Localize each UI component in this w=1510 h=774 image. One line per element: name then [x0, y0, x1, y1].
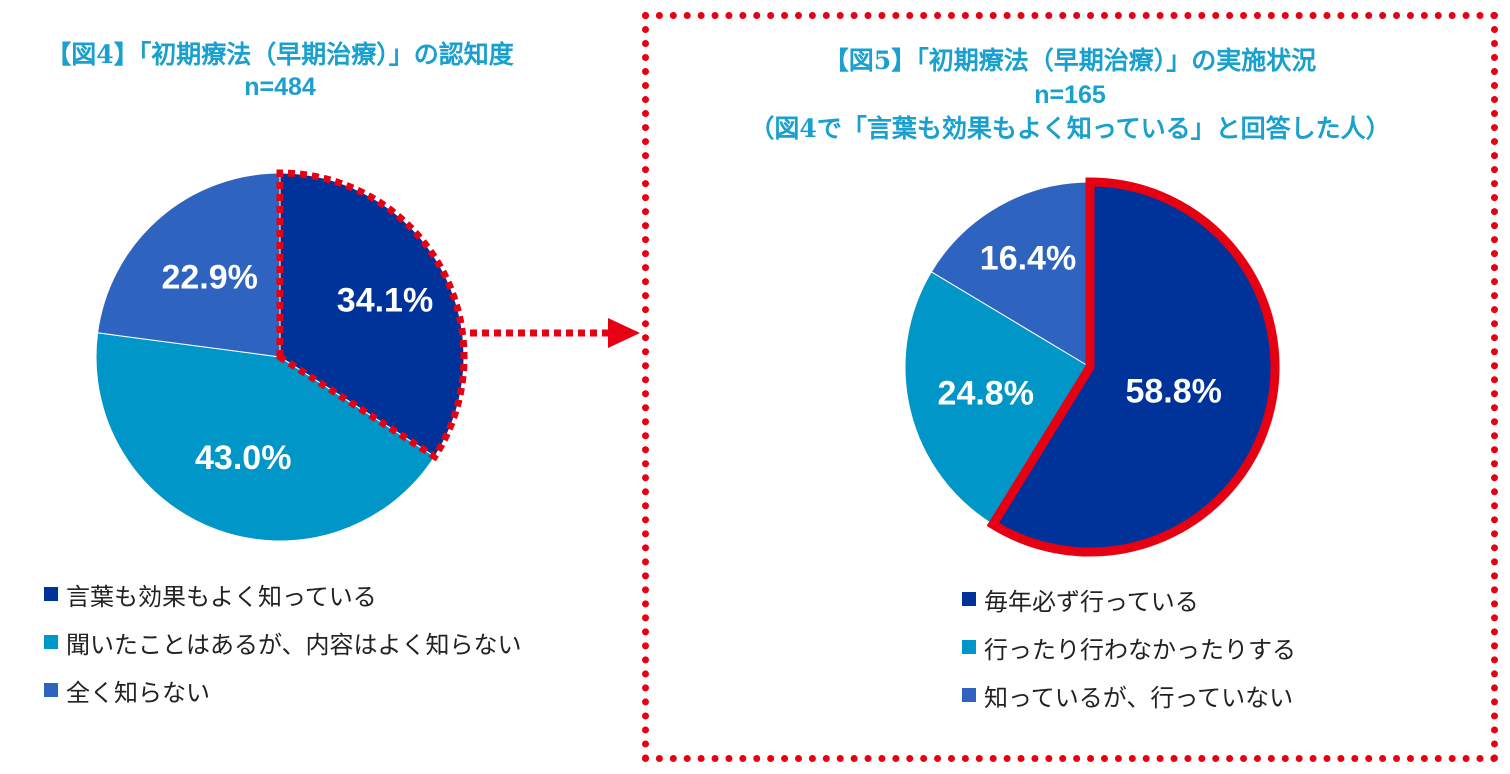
legend-swatch-dark-blue	[962, 592, 976, 606]
fig4-slice-label: 43.0%	[195, 439, 291, 477]
legend-item: 知っているが、行っていない	[962, 671, 1296, 719]
legend-swatch-dark-blue	[44, 587, 58, 601]
fig5-slice-highlight	[986, 177, 1280, 557]
legend-label: 聞いたことはあるが、内容はよく知らない	[66, 630, 522, 659]
fig5-title: 【図5】「初期療法（早期治療）」の実施状況	[823, 46, 1317, 75]
legend-item: 行ったり行わなかったりする	[962, 623, 1296, 671]
fig4-title-block: 【図4】「初期療法（早期治療）」の認知度 n=484	[10, 38, 550, 104]
legend-swatch-cyan	[962, 640, 976, 654]
legend-item: 全く知らない	[44, 666, 522, 714]
fig5-slice-label: 24.8%	[938, 374, 1034, 412]
legend-label: 言葉も効果もよく知っている	[66, 582, 377, 611]
fig4-slice-label: 34.1%	[337, 282, 433, 320]
legend-item: 言葉も効果もよく知っている	[44, 570, 522, 618]
legend-swatch-mid-blue	[44, 683, 58, 697]
fig5-slice-3	[930, 181, 1091, 368]
fig5-slice-label: 58.8%	[1125, 373, 1221, 411]
legend-swatch-mid-blue	[962, 688, 976, 702]
fig5-note: （図4で「言葉も効果もよく知っている」と回答した人）	[749, 114, 1391, 143]
fig4-slice-highlight	[276, 169, 468, 462]
legend-label: 行ったり行わなかったりする	[984, 635, 1296, 664]
fig4-title: 【図4】「初期療法（早期治療）」の認知度	[46, 40, 514, 69]
legend-item: 毎年必ず行っている	[962, 575, 1296, 623]
fig5-slice-2	[904, 271, 1091, 526]
fig4-sample-size: n=484	[244, 73, 316, 101]
fig5-legend: 毎年必ず行っている 行ったり行わなかったりする 知っているが、行っていない	[962, 575, 1296, 719]
legend-item: 聞いたことはあるが、内容はよく知らない	[44, 618, 522, 666]
legend-swatch-cyan	[44, 635, 58, 649]
fig5-highlight-frame	[642, 12, 1498, 762]
fig5-slice-label: 16.4%	[980, 240, 1076, 278]
legend-label: 全く知らない	[66, 678, 210, 707]
fig5-title-block: 【図5】「初期療法（早期治療）」の実施状況 n=165 （図4で「言葉も効果もよ…	[660, 44, 1480, 146]
fig5-sample-size: n=165	[1034, 81, 1106, 109]
fig4-slice-2	[95, 332, 436, 542]
fig4-slice-label: 22.9%	[161, 259, 257, 297]
connector-arrow-head-icon	[608, 318, 640, 348]
legend-label: 知っているが、行っていない	[984, 683, 1294, 712]
fig4-legend: 言葉も効果もよく知っている 聞いたことはあるが、内容はよく知らない 全く知らない	[44, 570, 522, 714]
fig4-slice-3	[97, 172, 281, 358]
legend-label: 毎年必ず行っている	[984, 587, 1199, 616]
